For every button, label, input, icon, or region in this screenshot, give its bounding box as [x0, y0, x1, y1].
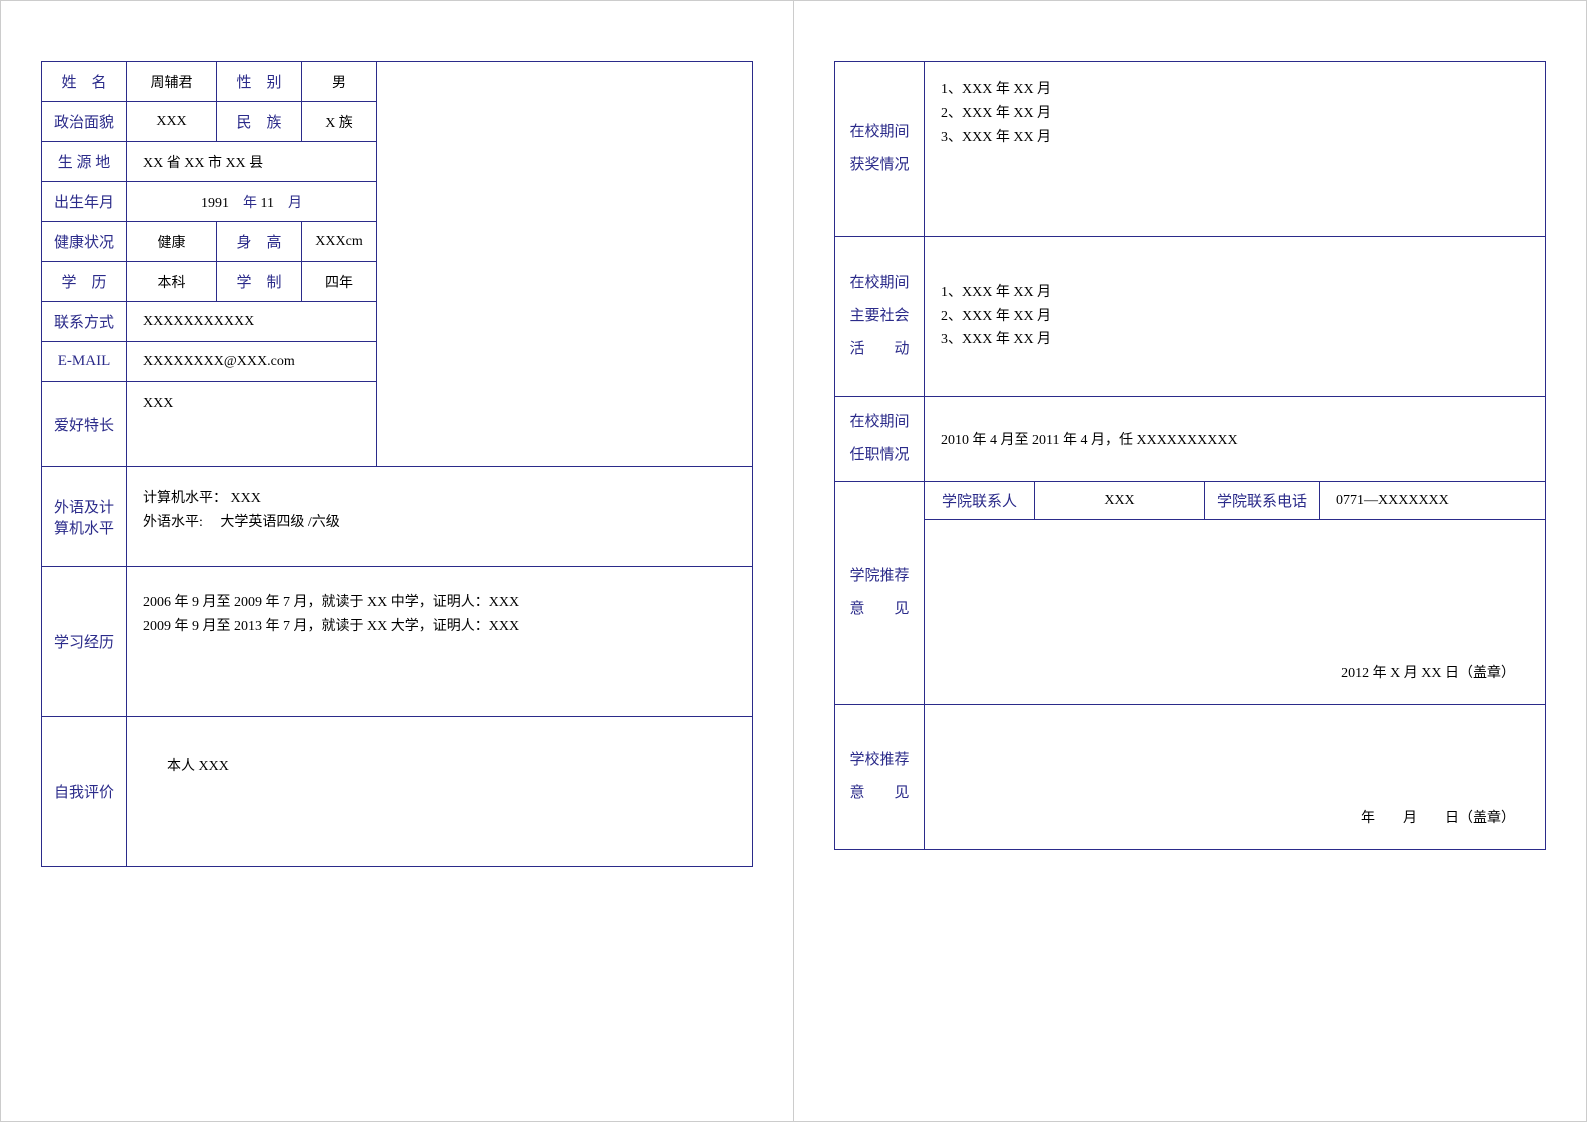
social-line: 1、XXX 年 XX 月	[941, 281, 1535, 305]
post-label-line: 任职情况	[845, 439, 914, 472]
recommend1-label-line: 意 见	[845, 593, 914, 626]
gender-value: 男	[302, 62, 377, 102]
recommend1-content: 2012 年 X 月 XX 日（盖章）	[925, 520, 1546, 705]
college-phone-value: 0771—XXXXXXX	[1320, 482, 1546, 520]
political-label: 政治面貌	[42, 102, 127, 142]
contact-value: XXXXXXXXXXX	[127, 302, 377, 342]
award-value: 1、XXX 年 XX 月 2、XXX 年 XX 月 3、XXX 年 XX 月	[925, 62, 1546, 237]
year-unit: 年	[243, 196, 257, 211]
left-page: 姓 名 周辅君 性 别 男 政治面貌 XXX 民 族 X 族 生 源 地 XX …	[1, 1, 793, 1121]
award-line: 1、XXX 年 XX 月	[941, 78, 1535, 102]
political-value: XXX	[127, 102, 217, 142]
table-row: 学校推荐 意 见 年 月 日（盖章）	[835, 705, 1546, 850]
education-label: 学 历	[42, 262, 127, 302]
award-line: 2、XXX 年 XX 月	[941, 102, 1535, 126]
study-line: 2009 年 9 月至 2013 年 7 月，就读于 XX 大学，证明人：XXX	[143, 615, 742, 639]
height-label: 身 高	[217, 222, 302, 262]
birth-year: 1991	[201, 196, 229, 211]
email-label: E-MAIL	[42, 342, 127, 382]
post-label: 在校期间 任职情况	[835, 397, 925, 482]
recommend1-label: 学院推荐 意 见	[835, 482, 925, 705]
document-container: 姓 名 周辅君 性 别 男 政治面貌 XXX 民 族 X 族 生 源 地 XX …	[0, 0, 1587, 1122]
table-row: 在校期间 任职情况 2010 年 4 月至 2011 年 4 月，任 XXXXX…	[835, 397, 1546, 482]
hobby-label: 爱好特长	[42, 382, 127, 467]
hobby-value: XXX	[127, 382, 377, 467]
birth-month: 11	[261, 196, 274, 211]
study-value: 2006 年 9 月至 2009 年 7 月，就读于 XX 中学，证明人：XXX…	[127, 567, 753, 717]
table-row: 学院推荐 意 见 学院联系人 XXX 学院联系电话 0771—XXXXXXX	[835, 482, 1546, 520]
social-line: 2、XXX 年 XX 月	[941, 305, 1535, 329]
table-row: 在校期间 主要社会 活 动 1、XXX 年 XX 月 2、XXX 年 XX 月 …	[835, 237, 1546, 397]
award-label-line: 在校期间	[845, 116, 914, 149]
birth-label: 出生年月	[42, 182, 127, 222]
system-label: 学 制	[217, 262, 302, 302]
birth-value: 1991 年 11 月	[127, 182, 377, 222]
email-value: XXXXXXXX@XXX.com	[127, 342, 377, 382]
height-value: XXXcm	[302, 222, 377, 262]
social-label-line: 主要社会	[845, 300, 914, 333]
system-value: 四年	[302, 262, 377, 302]
lang-value: 计算机水平： XXX 外语水平: 大学英语四级 /六级	[127, 467, 753, 567]
photo-area	[377, 62, 753, 467]
college-contact-label: 学院联系人	[925, 482, 1035, 520]
name-value: 周辅君	[127, 62, 217, 102]
origin-label: 生 源 地	[42, 142, 127, 182]
health-value: 健康	[127, 222, 217, 262]
post-value: 2010 年 4 月至 2011 年 4 月，任 XXXXXXXXXX	[925, 397, 1546, 482]
recommend1-date: 2012 年 X 月 XX 日（盖章）	[935, 662, 1535, 696]
social-label-line: 活 动	[845, 333, 914, 366]
self-value: 本人 XXX	[127, 717, 753, 867]
table-row: 学习经历 2006 年 9 月至 2009 年 7 月，就读于 XX 中学，证明…	[42, 567, 753, 717]
social-line: 3、XXX 年 XX 月	[941, 328, 1535, 352]
college-contact-value: XXX	[1035, 482, 1205, 520]
self-label: 自我评价	[42, 717, 127, 867]
education-value: 本科	[127, 262, 217, 302]
recommend2-label: 学校推荐 意 见	[835, 705, 925, 850]
recommend1-label-line: 学院推荐	[845, 560, 914, 593]
social-label-line: 在校期间	[845, 267, 914, 300]
lang-line: 计算机水平： XXX	[143, 487, 742, 511]
personal-info-table: 姓 名 周辅君 性 别 男 政治面貌 XXX 民 族 X 族 生 源 地 XX …	[41, 61, 753, 867]
origin-value: XX 省 XX 市 XX 县	[127, 142, 377, 182]
gender-label: 性 别	[217, 62, 302, 102]
right-page: 在校期间 获奖情况 1、XXX 年 XX 月 2、XXX 年 XX 月 3、XX…	[794, 1, 1586, 1121]
name-label: 姓 名	[42, 62, 127, 102]
award-label: 在校期间 获奖情况	[835, 62, 925, 237]
school-info-table: 在校期间 获奖情况 1、XXX 年 XX 月 2、XXX 年 XX 月 3、XX…	[834, 61, 1546, 850]
recommend2-content: 年 月 日（盖章）	[925, 705, 1546, 850]
award-label-line: 获奖情况	[845, 149, 914, 182]
social-value: 1、XXX 年 XX 月 2、XXX 年 XX 月 3、XXX 年 XX 月	[925, 237, 1546, 397]
study-label: 学习经历	[42, 567, 127, 717]
recommend2-label-line: 意 见	[845, 777, 914, 810]
ethnic-value: X 族	[302, 102, 377, 142]
post-label-line: 在校期间	[845, 406, 914, 439]
contact-label: 联系方式	[42, 302, 127, 342]
recommend2-date: 年 月 日（盖章）	[935, 807, 1535, 841]
table-row: 自我评价 本人 XXX	[42, 717, 753, 867]
recommend2-label-line: 学校推荐	[845, 744, 914, 777]
month-unit: 月	[288, 196, 302, 211]
study-line: 2006 年 9 月至 2009 年 7 月，就读于 XX 中学，证明人：XXX	[143, 591, 742, 615]
table-row: 外语及计算机水平 计算机水平： XXX 外语水平: 大学英语四级 /六级	[42, 467, 753, 567]
table-row: 2012 年 X 月 XX 日（盖章）	[835, 520, 1546, 705]
ethnic-label: 民 族	[217, 102, 302, 142]
table-row: 在校期间 获奖情况 1、XXX 年 XX 月 2、XXX 年 XX 月 3、XX…	[835, 62, 1546, 237]
lang-line: 外语水平: 大学英语四级 /六级	[143, 511, 742, 535]
social-label: 在校期间 主要社会 活 动	[835, 237, 925, 397]
award-line: 3、XXX 年 XX 月	[941, 126, 1535, 150]
college-phone-label: 学院联系电话	[1205, 482, 1320, 520]
lang-label: 外语及计算机水平	[42, 467, 127, 567]
health-label: 健康状况	[42, 222, 127, 262]
table-row: 姓 名 周辅君 性 别 男	[42, 62, 753, 102]
